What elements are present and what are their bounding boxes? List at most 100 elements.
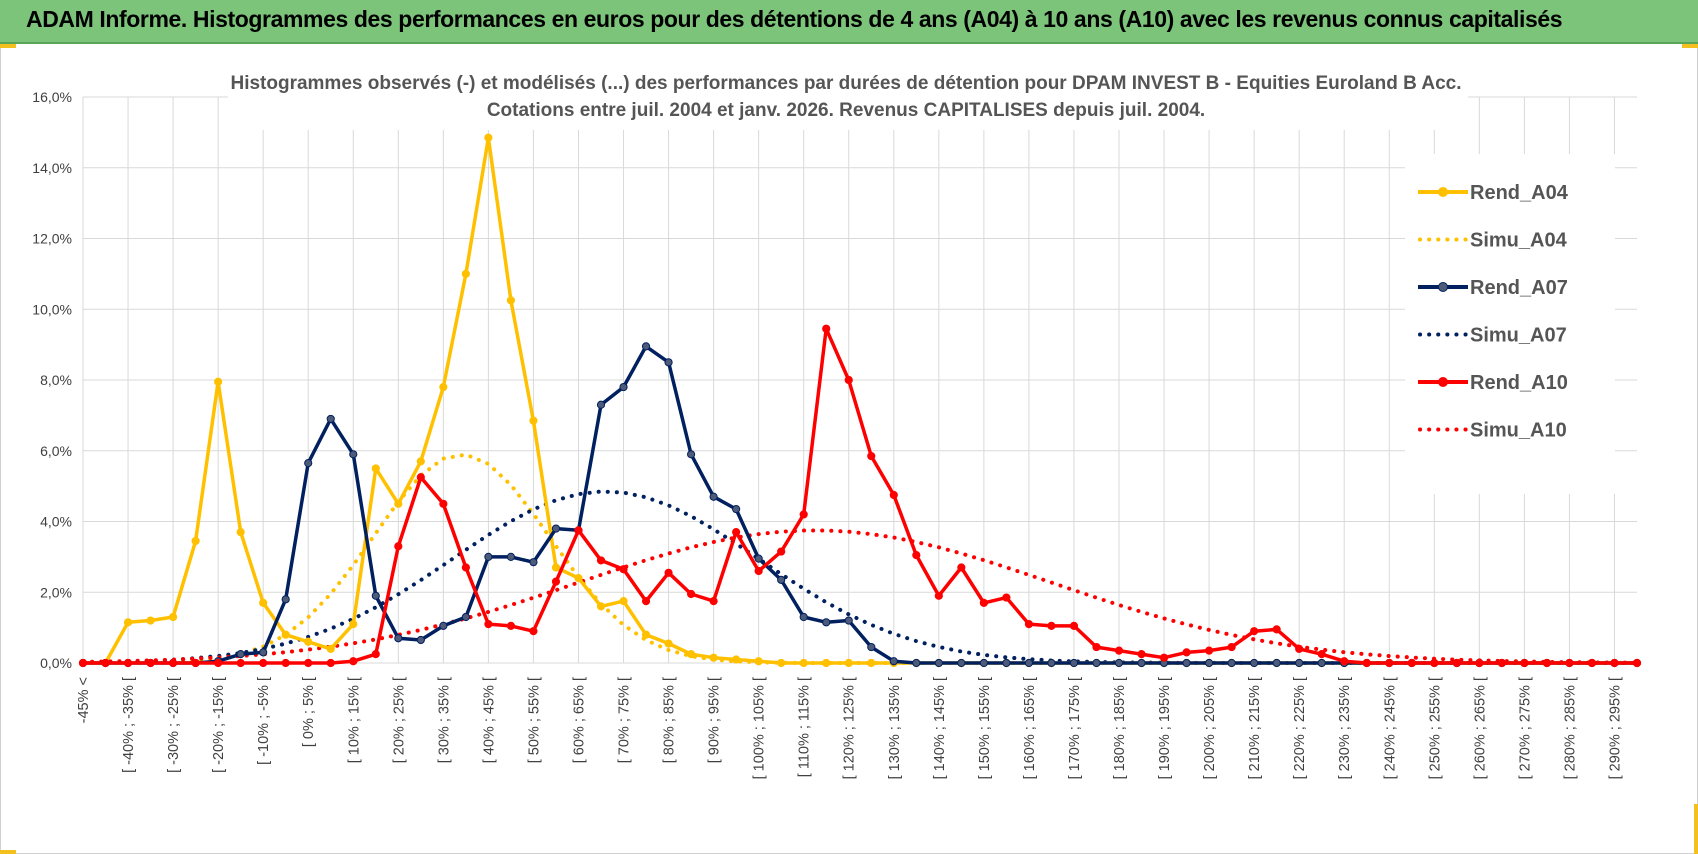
- point-rend-a10: [1092, 642, 1101, 652]
- point-rend-a10: [1295, 644, 1304, 653]
- point-rend-a04: [822, 658, 831, 668]
- point-rend-a10: [484, 619, 493, 629]
- point-rend-a10: [889, 490, 898, 500]
- point-rend-a10: [1069, 621, 1079, 630]
- point-rend-a10: [394, 542, 403, 551]
- point-rend-a04: [146, 616, 155, 625]
- x-tick-label: [ -40% ; -35% [: [121, 677, 137, 773]
- corner-accent-bottom-right: [1694, 804, 1698, 854]
- point-rend-a04: [123, 618, 133, 627]
- chart: 0,0% 2,0% 4,0% 6,0% 8,0% 10,0% 12,0% 14,0% 16,0%…: [32, 62, 1642, 779]
- point-rend-a04: [439, 382, 448, 392]
- point-rend-a04: [867, 658, 876, 668]
- x-tick-label: [ 40% ; 45% [: [481, 677, 497, 763]
- point-rend-a10: [349, 657, 358, 666]
- point-rend-a10: [1340, 657, 1349, 666]
- series: [78, 133, 1642, 668]
- point-rend-a10: [439, 499, 448, 508]
- chart-title-line-1: Histogrammes observés (-) et modélisés (…: [230, 73, 1461, 94]
- point-rend-a10: [732, 528, 741, 537]
- point-rend-a10: [1497, 658, 1506, 668]
- point-rend-a07: [439, 621, 448, 630]
- point-rend-a04: [371, 464, 380, 473]
- point-rend-a07: [709, 492, 718, 501]
- point-rend-a10: [1182, 648, 1191, 657]
- point-rend-a10: [146, 658, 155, 668]
- point-rend-a07: [304, 459, 313, 468]
- legend-label: Simu_A07: [1470, 325, 1567, 347]
- point-rend-a04: [168, 612, 178, 622]
- point-rend-a10: [1317, 650, 1326, 659]
- legend-item-rend-a10: Rend_A10: [1418, 372, 1568, 394]
- point-rend-a04: [304, 637, 313, 646]
- x-tick-label: [ 190% ; 195% [: [1157, 677, 1173, 779]
- point-rend-a10: [214, 658, 223, 668]
- x-tick-label: -45% <: [76, 677, 92, 723]
- point-rend-a04: [416, 457, 425, 466]
- x-tick-label: [ 200% ; 205% [: [1202, 677, 1218, 779]
- point-rend-a10: [236, 658, 245, 668]
- legend-bg: [1405, 154, 1615, 494]
- point-rend-a07: [259, 648, 268, 657]
- point-rend-a04: [732, 655, 741, 664]
- y-tick-label: 0,0%: [40, 655, 72, 671]
- y-tick-label: 12,0%: [32, 231, 72, 247]
- point-rend-a10: [709, 596, 718, 606]
- point-rend-a07: [1250, 658, 1259, 668]
- point-rend-a04: [506, 296, 516, 305]
- line-simu-a10: [81, 528, 1639, 665]
- point-rend-a10: [168, 658, 178, 668]
- point-rend-a10: [551, 577, 561, 586]
- point-rend-a07: [844, 616, 853, 625]
- point-rend-a07: [461, 612, 470, 622]
- series-simu-a10: [81, 528, 1639, 665]
- point-rend-a10: [1002, 593, 1011, 602]
- point-rend-a07: [889, 657, 898, 666]
- point-rend-a07: [484, 552, 493, 561]
- point-rend-a10: [78, 658, 88, 668]
- x-tick-label: [ 100% ; 105% [: [752, 677, 768, 779]
- legend-label: Simu_A04: [1470, 230, 1568, 252]
- point-rend-a07: [1204, 658, 1214, 668]
- x-tick-label: [ -30% ; -25% [: [166, 677, 182, 773]
- point-rend-a04: [214, 377, 223, 386]
- y-tick-label: 14,0%: [32, 160, 72, 176]
- line-rend-a10: [83, 326, 1637, 665]
- x-tick-label: [ 150% ; 155% [: [977, 677, 993, 779]
- x-tick-label: [ 240% ; 245% [: [1382, 677, 1398, 779]
- point-rend-a07: [1047, 658, 1056, 668]
- chart-title-line-2: Cotations entre juil. 2004 et janv. 2026…: [487, 100, 1205, 121]
- grid: [82, 96, 1637, 664]
- point-rend-a07: [799, 612, 808, 622]
- legend: Rend_A04 Simu_A04 Rend_A07 Simu_A07 Rend_A10…: [1418, 182, 1569, 442]
- point-rend-a07: [551, 524, 561, 533]
- legend-label: Rend_A07: [1470, 277, 1568, 299]
- y-tick-label: 2,0%: [40, 584, 72, 600]
- point-rend-a10: [1565, 658, 1574, 668]
- point-rend-a07: [664, 358, 673, 367]
- point-rend-a04: [844, 658, 853, 668]
- x-tick-label: [ 210% ; 215% [: [1247, 677, 1263, 779]
- x-tick-label: [ 170% ; 175% [: [1067, 677, 1083, 779]
- legend-label: Rend_A10: [1470, 372, 1568, 394]
- point-rend-a10: [506, 621, 516, 630]
- point-rend-a10: [371, 650, 380, 659]
- chart-title-bg: [228, 62, 1468, 130]
- point-rend-a10: [867, 451, 876, 461]
- point-rend-a10: [934, 591, 943, 600]
- point-rend-a10: [912, 551, 921, 560]
- point-rend-a04: [484, 133, 493, 142]
- point-rend-a10: [1250, 627, 1259, 636]
- point-rend-a04: [619, 596, 628, 606]
- point-rend-a07: [1182, 658, 1191, 668]
- point-rend-a10: [1362, 658, 1371, 668]
- point-rend-a07: [732, 505, 741, 514]
- point-rend-a07: [596, 400, 606, 409]
- corner-accent-bottom-left: [0, 850, 16, 854]
- point-rend-a07: [1092, 658, 1101, 668]
- point-rend-a04: [529, 416, 538, 425]
- point-rend-a07: [529, 558, 538, 567]
- x-tick-label: [ 70% ; 75% [: [617, 677, 633, 763]
- point-rend-a10: [979, 598, 988, 607]
- point-rend-a04: [596, 602, 606, 611]
